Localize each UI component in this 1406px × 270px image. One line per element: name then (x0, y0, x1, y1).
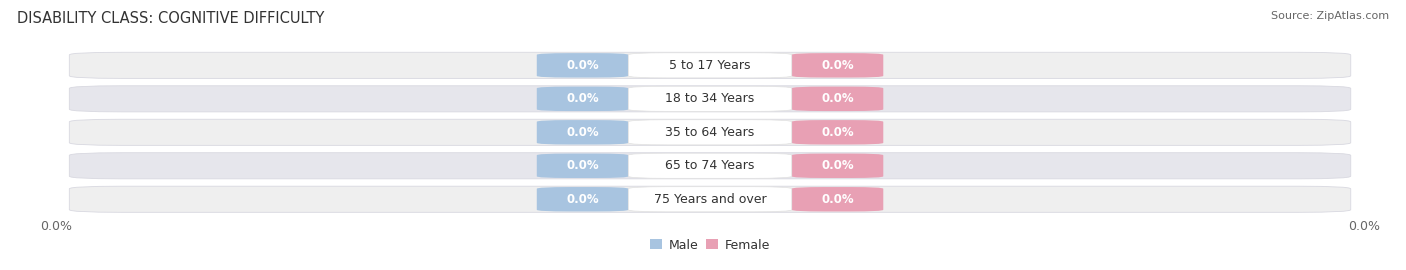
Text: 75 Years and over: 75 Years and over (654, 193, 766, 206)
FancyBboxPatch shape (537, 187, 628, 211)
FancyBboxPatch shape (628, 187, 792, 212)
FancyBboxPatch shape (69, 186, 1351, 212)
FancyBboxPatch shape (628, 153, 792, 178)
FancyBboxPatch shape (792, 154, 883, 178)
FancyBboxPatch shape (628, 120, 792, 145)
FancyBboxPatch shape (69, 52, 1351, 78)
Text: 0.0%: 0.0% (821, 193, 853, 206)
FancyBboxPatch shape (69, 153, 1351, 179)
Text: 0.0%: 0.0% (567, 59, 599, 72)
FancyBboxPatch shape (628, 53, 792, 78)
Text: 0.0%: 0.0% (567, 126, 599, 139)
Text: 0.0%: 0.0% (567, 193, 599, 206)
FancyBboxPatch shape (628, 86, 792, 111)
FancyBboxPatch shape (69, 119, 1351, 145)
Text: 0.0%: 0.0% (821, 92, 853, 105)
Text: 0.0%: 0.0% (567, 159, 599, 172)
FancyBboxPatch shape (537, 53, 628, 77)
Text: DISABILITY CLASS: COGNITIVE DIFFICULTY: DISABILITY CLASS: COGNITIVE DIFFICULTY (17, 11, 325, 26)
Text: 35 to 64 Years: 35 to 64 Years (665, 126, 755, 139)
FancyBboxPatch shape (537, 154, 628, 178)
Text: 0.0%: 0.0% (821, 59, 853, 72)
FancyBboxPatch shape (537, 120, 628, 144)
Text: 0.0%: 0.0% (567, 92, 599, 105)
FancyBboxPatch shape (792, 187, 883, 211)
Text: 0.0%: 0.0% (821, 126, 853, 139)
FancyBboxPatch shape (69, 86, 1351, 112)
Text: 0.0%: 0.0% (821, 159, 853, 172)
FancyBboxPatch shape (792, 53, 883, 77)
Text: 18 to 34 Years: 18 to 34 Years (665, 92, 755, 105)
Text: 5 to 17 Years: 5 to 17 Years (669, 59, 751, 72)
Legend: Male, Female: Male, Female (645, 234, 775, 256)
Text: 65 to 74 Years: 65 to 74 Years (665, 159, 755, 172)
Text: Source: ZipAtlas.com: Source: ZipAtlas.com (1271, 11, 1389, 21)
FancyBboxPatch shape (792, 120, 883, 144)
FancyBboxPatch shape (537, 87, 628, 111)
FancyBboxPatch shape (792, 87, 883, 111)
